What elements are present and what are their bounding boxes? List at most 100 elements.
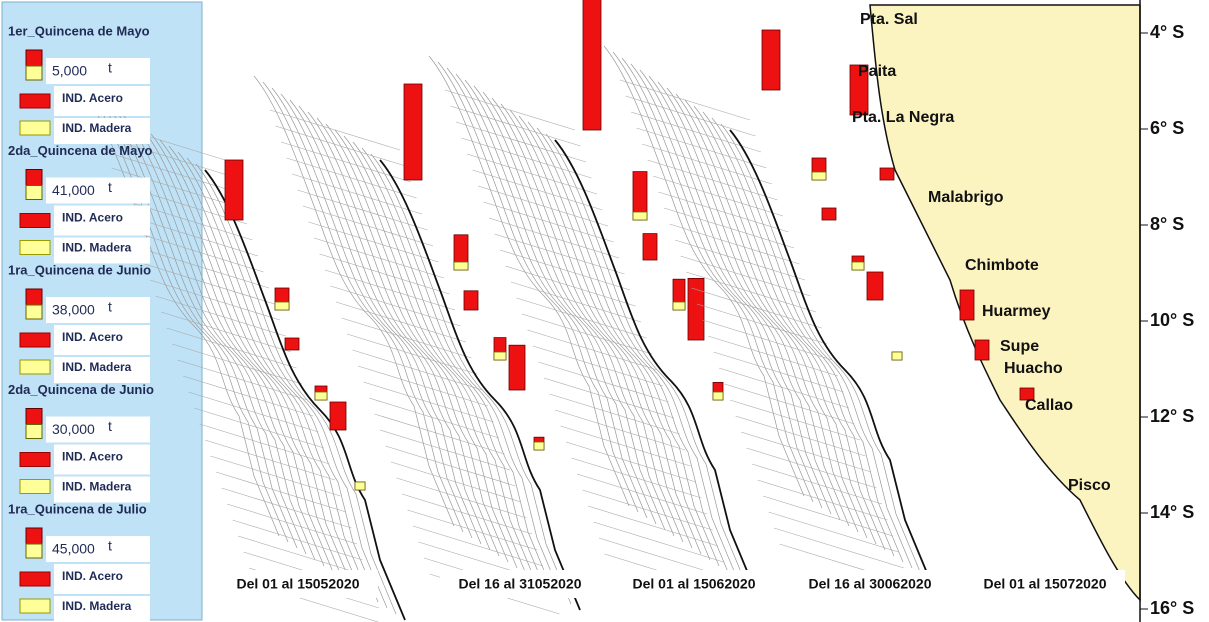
grid-stripe bbox=[262, 81, 464, 533]
period-box bbox=[440, 570, 600, 598]
grid-stripe bbox=[428, 55, 630, 507]
legend-label-bg bbox=[46, 58, 150, 84]
grid-stripe bbox=[132, 121, 334, 573]
legend-label-bg bbox=[54, 596, 150, 622]
grid-tick bbox=[182, 375, 314, 417]
period-label: Del 01 al 15052020 bbox=[237, 576, 360, 592]
grid-tick bbox=[396, 477, 527, 519]
grid-tick bbox=[669, 223, 800, 265]
legend-label-bg bbox=[46, 536, 150, 562]
madera-swatch bbox=[19, 479, 51, 494]
grid-stripe bbox=[168, 145, 370, 597]
acero-label: IND. Acero bbox=[62, 91, 123, 105]
grid-stripe bbox=[343, 135, 545, 587]
grid-stripe bbox=[150, 133, 352, 585]
grid-stripe bbox=[177, 151, 379, 603]
madera-swatch bbox=[19, 598, 51, 614]
catch-bar-madera bbox=[712, 391, 724, 401]
grid-tick bbox=[461, 137, 592, 179]
grid-tick bbox=[543, 377, 675, 419]
legend-title: 1ra_Quincena de Junio bbox=[8, 262, 151, 277]
grid-tick bbox=[412, 525, 544, 567]
grid-stripe bbox=[639, 69, 841, 521]
grid-stripe bbox=[518, 115, 720, 567]
grid-tick bbox=[155, 295, 286, 337]
grid-tick bbox=[707, 335, 839, 377]
grid-stripe bbox=[455, 73, 657, 525]
grid-tick bbox=[111, 167, 242, 209]
grid-stripe bbox=[114, 109, 316, 561]
grid-tick bbox=[538, 361, 669, 403]
grid-tick bbox=[516, 297, 647, 339]
acero-label: IND. Acero bbox=[62, 450, 123, 464]
place-label: Pisco bbox=[1068, 477, 1111, 494]
grid-tick bbox=[302, 205, 434, 247]
grid-stripe bbox=[464, 79, 666, 531]
legend-icon-madera bbox=[25, 543, 43, 559]
legend-label-bg bbox=[54, 118, 150, 144]
legend-title: 2da_Quincena de Mayo bbox=[8, 143, 153, 158]
grid-tick bbox=[773, 527, 905, 569]
legend-value: 30,000 bbox=[52, 421, 95, 437]
grid-stripe bbox=[536, 127, 738, 579]
grid-tick bbox=[735, 415, 866, 457]
grid-tick bbox=[313, 237, 445, 279]
catch-bar bbox=[224, 159, 244, 221]
grid-tick bbox=[702, 319, 833, 361]
catch-bar bbox=[284, 337, 300, 351]
grid-tick bbox=[352, 349, 483, 391]
catch-bar-madera bbox=[314, 391, 328, 401]
catch-bar bbox=[849, 64, 869, 116]
grid-tick bbox=[571, 457, 702, 499]
grid-tick bbox=[144, 263, 275, 305]
grid-stripe bbox=[711, 117, 913, 569]
legend-icon-acero bbox=[25, 288, 43, 306]
grid-tick bbox=[674, 239, 806, 281]
legend-icon-acero bbox=[25, 169, 43, 186]
legend-unit: t bbox=[108, 538, 112, 554]
grid-tick bbox=[587, 505, 719, 547]
legend-icon-acero bbox=[25, 408, 43, 425]
grid-stripe bbox=[603, 45, 805, 497]
legend-unit: t bbox=[108, 60, 112, 76]
grid-tick bbox=[455, 121, 587, 163]
grid-tick bbox=[477, 185, 609, 227]
coastline bbox=[554, 139, 756, 591]
grid-stripe bbox=[446, 67, 648, 519]
catch-bar bbox=[866, 271, 884, 301]
grid-stripe bbox=[437, 61, 639, 513]
grid-tick bbox=[232, 519, 363, 561]
grid-tick bbox=[450, 105, 581, 147]
madera-swatch bbox=[19, 120, 51, 136]
grid-stripe bbox=[271, 87, 473, 539]
legend-icon-madera bbox=[25, 185, 43, 200]
grid-tick bbox=[565, 441, 697, 483]
catch-bar-madera bbox=[811, 171, 827, 181]
grid-tick bbox=[488, 217, 620, 259]
grid-tick bbox=[221, 487, 352, 529]
acero-swatch bbox=[19, 93, 51, 109]
coastline bbox=[379, 159, 581, 611]
grid-stripe bbox=[253, 75, 455, 527]
period-label: Del 16 al 30062020 bbox=[809, 576, 932, 592]
grid-tick bbox=[680, 255, 811, 297]
grid-tick bbox=[652, 175, 784, 217]
grid-tick bbox=[494, 233, 625, 275]
grid-tick bbox=[554, 409, 686, 451]
madera-swatch bbox=[19, 359, 51, 375]
grid-tick bbox=[401, 493, 533, 535]
madera-label: IND. Madera bbox=[62, 121, 132, 135]
grid-tick bbox=[346, 333, 478, 375]
grid-tick bbox=[576, 473, 708, 515]
madera-label: IND. Madera bbox=[62, 480, 132, 494]
place-label: Huarmey bbox=[982, 303, 1051, 320]
grid-tick bbox=[636, 127, 767, 169]
legend-label-bg bbox=[54, 237, 150, 264]
grid-tick bbox=[297, 189, 428, 231]
grid-tick bbox=[133, 231, 264, 273]
grid-stripe bbox=[482, 91, 684, 543]
catch-bar-madera bbox=[533, 441, 545, 451]
legend-label-bg bbox=[54, 357, 150, 383]
grid-tick bbox=[368, 397, 500, 439]
grid-tick bbox=[308, 221, 439, 263]
